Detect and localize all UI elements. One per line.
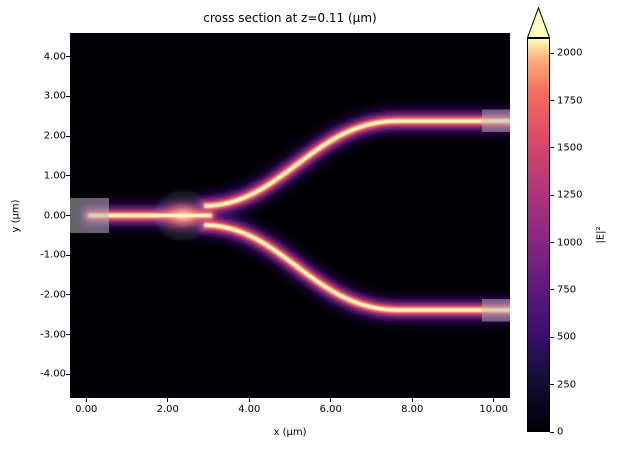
x-tick-mark <box>330 398 332 402</box>
y-tick-mark <box>66 294 70 296</box>
colorbar-label: |E|² <box>595 226 607 244</box>
x-tick-label: 8.00 <box>401 404 424 415</box>
y-tick-label: 4.00 <box>43 51 66 63</box>
y-tick-label: 3.00 <box>43 90 66 102</box>
x-tick-label: 4.00 <box>238 404 261 415</box>
colorbar-tick-label: 250 <box>557 379 577 391</box>
source-region-overlay <box>70 198 109 233</box>
colorbar-tick-mark <box>550 431 554 433</box>
x-tick-label: 0.00 <box>75 404 98 415</box>
y-tick-label: -3.00 <box>40 329 66 341</box>
colorbar-tick-label: 1500 <box>557 142 583 154</box>
y-tick-label: -2.00 <box>40 289 66 301</box>
x-tick-mark <box>85 398 87 402</box>
y-tick-mark <box>66 373 70 375</box>
y-tick-mark <box>66 135 70 137</box>
colorbar-tick-label: 1250 <box>557 189 583 201</box>
y-tick-mark <box>66 56 70 58</box>
colorbar-tick-label: 500 <box>557 331 577 343</box>
colorbar-tick-label: 1000 <box>557 237 583 249</box>
lower-output-region-overlay <box>482 299 510 322</box>
colorbar-tick-mark <box>550 194 554 196</box>
x-tick-label: 6.00 <box>319 404 342 415</box>
x-tick-label: 2.00 <box>156 404 179 415</box>
heatmap-plot <box>70 33 521 398</box>
colorbar-extend-arrow-shape <box>527 7 550 38</box>
colorbar-tick-mark <box>550 52 554 54</box>
colorbar <box>527 38 550 432</box>
x-tick-mark <box>248 398 250 402</box>
y-axis-label: y (μm) <box>10 199 22 233</box>
colorbar-tick-label: 2000 <box>557 47 583 59</box>
x-tick-mark <box>493 398 495 402</box>
colorbar-extend-arrow <box>527 7 550 38</box>
y-tick-mark <box>66 254 70 256</box>
colorbar-tick-mark <box>550 336 554 338</box>
x-tick-label: 10.00 <box>479 404 509 415</box>
y-tick-label: -1.00 <box>40 249 66 261</box>
colorbar-tick-mark <box>550 384 554 386</box>
y-tick-mark <box>66 175 70 177</box>
colorbar-tick-mark <box>550 242 554 244</box>
chart-title: cross section at z=0.11 (μm) <box>203 11 377 25</box>
y-tick-label: 1.00 <box>43 170 66 182</box>
x-axis-label: x (μm) <box>273 427 307 438</box>
y-tick-mark <box>66 334 70 336</box>
taper-structure-overlay <box>155 190 211 241</box>
lower-branch-core <box>204 223 512 312</box>
colorbar-tick-label: 0 <box>557 426 564 438</box>
x-tick-mark <box>167 398 169 402</box>
colorbar-tick-mark <box>550 100 554 101</box>
colorbar-tick-mark <box>550 147 554 149</box>
y-tick-mark <box>66 215 70 216</box>
colorbar-tick-label: 1750 <box>557 95 583 106</box>
y-tick-label: 0.00 <box>43 210 66 221</box>
x-tick-mark <box>411 398 413 402</box>
upper-branch-core <box>204 119 512 208</box>
field-heatmap <box>70 33 521 398</box>
y-tick-mark <box>66 95 70 97</box>
y-tick-label: -4.00 <box>40 368 66 380</box>
y-tick-label: 2.00 <box>43 130 66 142</box>
colorbar-tick-mark <box>550 289 554 291</box>
upper-output-region-overlay <box>482 109 510 132</box>
colorbar-tick-label: 750 <box>557 284 577 296</box>
